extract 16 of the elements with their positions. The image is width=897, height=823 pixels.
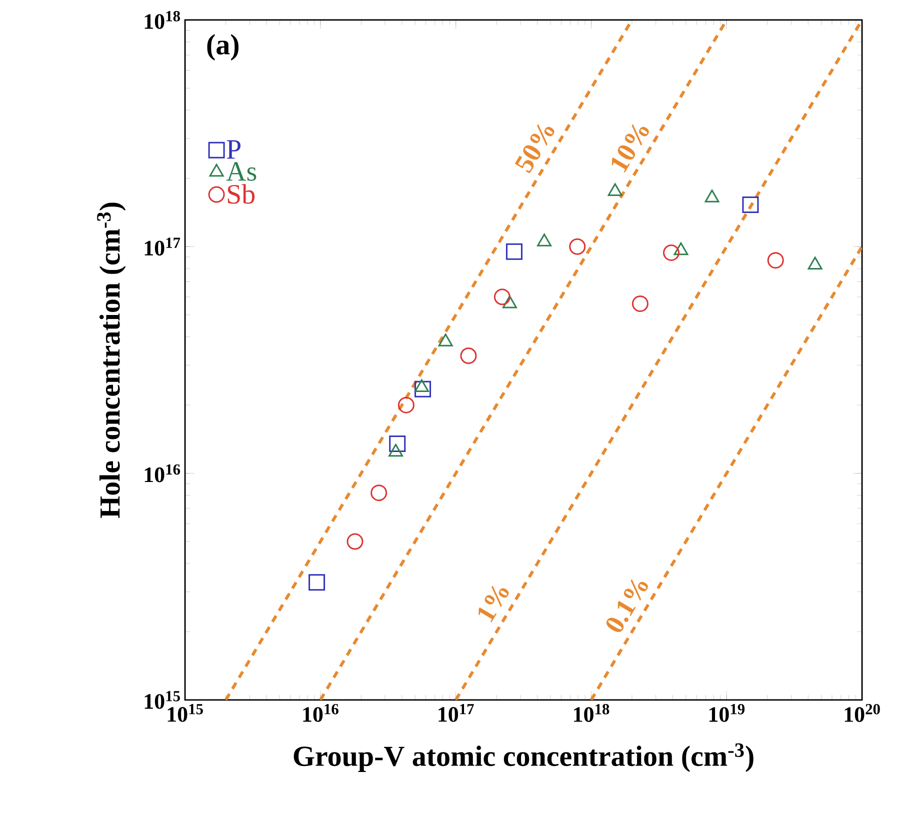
legend-label: P	[226, 140, 240, 159]
x-tick-label: 10$^{17}$	[438, 704, 474, 722]
text: 1%	[478, 585, 509, 622]
x-tick-label: 10$^{15}$	[168, 704, 203, 722]
x-tick-label: 10$^{19}$	[709, 704, 745, 722]
y-tick-label: 10$^{18}$	[144, 10, 180, 29]
x-tick-label: 10$^{20}$	[844, 704, 880, 722]
y-tick-label: 10$^{17}$	[144, 238, 180, 256]
x-tick-label: 10$^{16}$	[303, 704, 338, 722]
x-axis-title: Group-V atomic concentration (cm$^{-3}$)	[294, 743, 754, 772]
annotation: (a)	[207, 34, 239, 60]
legend-label: As	[226, 162, 256, 181]
legend-label: Sb	[228, 184, 255, 204]
y-axis-title: Hole concentration (cm$^{-3}$)	[97, 202, 126, 518]
y-tick-label: 10$^{16}$	[144, 464, 180, 482]
x-tick-label: 10$^{18}$	[574, 704, 610, 722]
